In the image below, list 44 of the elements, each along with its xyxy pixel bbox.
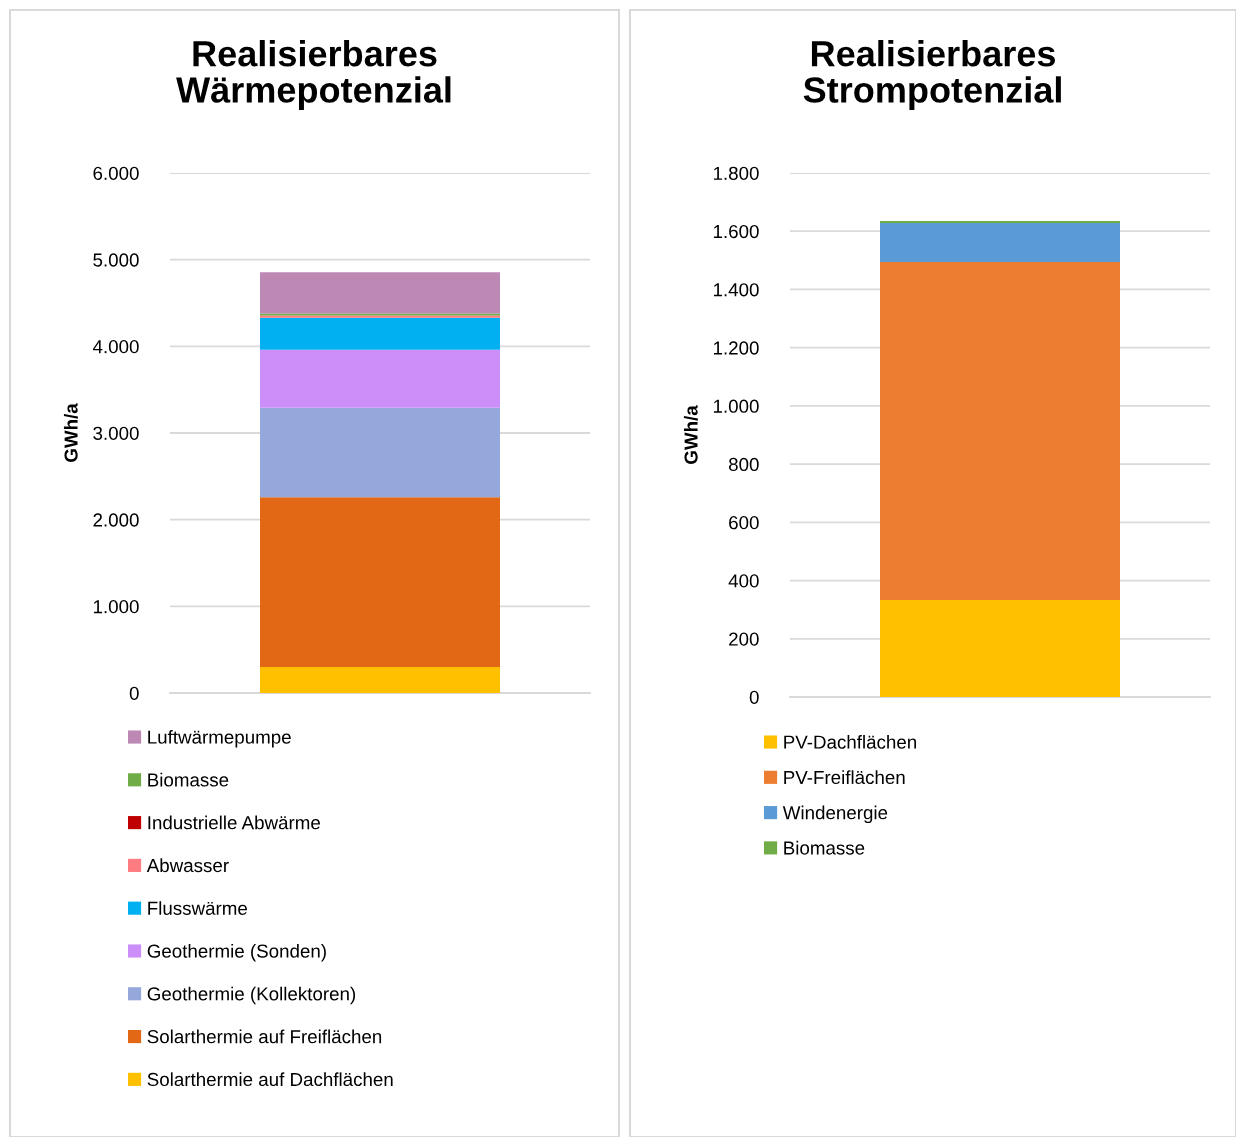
bar: [880, 262, 1120, 601]
legend-label: Solarthermie auf Freiflächen: [147, 1029, 382, 1044]
bar: [880, 600, 1120, 697]
legend-label: Geothermie (Kollektoren): [147, 986, 356, 1005]
y-tick-label: 1.200: [713, 341, 759, 355]
y-tick-label: 1.600: [713, 224, 759, 239]
legend-label: Abwasser: [146, 858, 229, 873]
bar: [260, 317, 500, 350]
y-axis-title: GWh/a: [63, 403, 78, 462]
y-tick-label: 1.400: [713, 283, 759, 297]
y-axis-title: GWh/a: [683, 405, 698, 464]
bar: [260, 497, 500, 667]
y-tick-label: 2.000: [93, 513, 139, 527]
legend-label: Biomasse: [148, 772, 229, 787]
legend-label: Solarthermie auf Dachflächen: [147, 1072, 393, 1087]
y-tick-label: 600: [729, 516, 759, 530]
legend-label: Luftwärmepumpe: [148, 730, 291, 748]
legend-label: PV-Freiflächen: [784, 770, 905, 785]
y-tick-label: 400: [728, 574, 759, 588]
legend-label: PV-Dachflächen: [784, 735, 916, 749]
y-tick-label: 200: [729, 632, 759, 646]
legend-label: Flusswärme: [148, 901, 247, 915]
y-tick-label: 5.000: [93, 253, 139, 267]
bar: [260, 407, 500, 498]
bar: [880, 223, 1120, 263]
y-tick-label: 3.000: [93, 426, 139, 440]
y-tick-label: 4.000: [92, 340, 139, 354]
y-tick-label: 6.000: [93, 166, 139, 180]
y-tick-label: 1.800: [713, 166, 759, 180]
y-tick-label: 1.000: [713, 399, 759, 413]
legend-label: Geothermie (Sonden): [147, 943, 326, 962]
chart-title: Realisierbares Wärmepotenzial: [176, 40, 451, 110]
y-tick-label: 0: [749, 690, 759, 704]
legend-label: Biomasse: [784, 840, 865, 855]
y-tick-label: 800: [728, 457, 759, 472]
legend-label: Industrielle Abwärme: [148, 815, 320, 830]
y-tick-label: 1.000: [93, 600, 139, 614]
legend-label: Windenergie: [782, 805, 888, 824]
bar: [880, 221, 1120, 224]
y-tick-label: 0: [129, 686, 139, 700]
bar: [260, 349, 500, 408]
bar: [260, 272, 500, 314]
chart-title: Realisierbares Strompotenzial: [803, 40, 1061, 110]
bar: [260, 667, 500, 693]
